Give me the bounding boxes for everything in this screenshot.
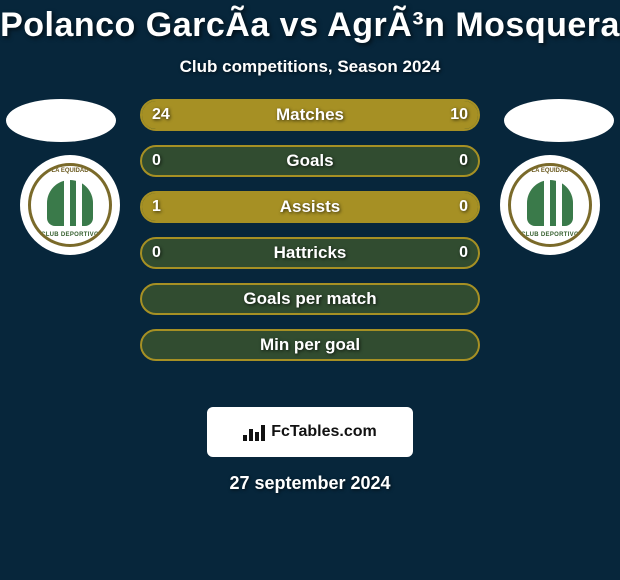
- player-avatar-right: [504, 99, 614, 142]
- club-badge-left: LA EQUIDAD CLUB DEPORTIVO: [20, 155, 120, 255]
- stat-value-right: 0: [459, 239, 468, 267]
- stat-value-right: 0: [459, 193, 468, 221]
- stat-value-right: 10: [450, 101, 468, 129]
- bar-chart-icon: [243, 423, 265, 441]
- stat-label: Matches: [142, 101, 478, 129]
- stat-label: Min per goal: [142, 331, 478, 359]
- stat-label: Hattricks: [142, 239, 478, 267]
- stat-label: Goals: [142, 147, 478, 175]
- comparison-chart: LA EQUIDAD CLUB DEPORTIVO LA EQUIDAD CLU…: [0, 99, 620, 399]
- stat-rows: 24Matches100Goals01Assists00Hattricks0Go…: [140, 99, 480, 375]
- date-label: 27 september 2024: [0, 473, 620, 494]
- stat-label: Assists: [142, 193, 478, 221]
- club-badge-right: LA EQUIDAD CLUB DEPORTIVO: [500, 155, 600, 255]
- attribution-badge: FcTables.com: [207, 407, 413, 457]
- player-avatar-left: [6, 99, 116, 142]
- stat-row: 24Matches10: [140, 99, 480, 131]
- stat-value-right: 0: [459, 147, 468, 175]
- stat-row: 0Hattricks0: [140, 237, 480, 269]
- stat-row: 1Assists0: [140, 191, 480, 223]
- stat-row: Min per goal: [140, 329, 480, 361]
- stat-label: Goals per match: [142, 285, 478, 313]
- attribution-text: FcTables.com: [271, 423, 377, 441]
- stat-row: 0Goals0: [140, 145, 480, 177]
- stat-row: Goals per match: [140, 283, 480, 315]
- page-subtitle: Club competitions, Season 2024: [0, 57, 620, 77]
- page-title: Polanco GarcÃ­a vs AgrÃ³n Mosquera: [0, 0, 620, 45]
